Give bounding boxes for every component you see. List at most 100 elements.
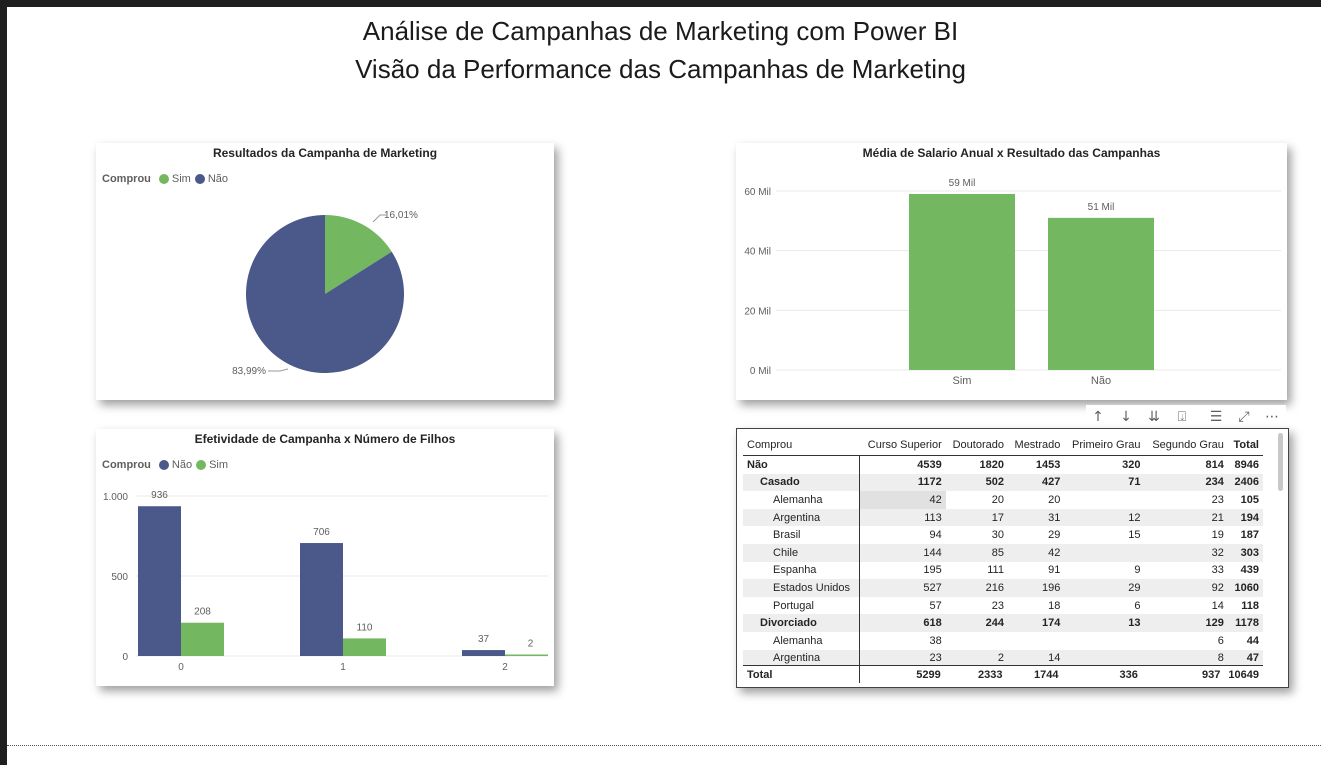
salary-bar-chart-visual[interactable]: Média de Salario Anual x Resultado das C… <box>736 143 1287 400</box>
table-cell <box>1008 632 1064 650</box>
go-to-next-level-icon[interactable]: ⇊ <box>1148 409 1160 425</box>
expand-hierarchy-icon[interactable]: ⍗ <box>1177 409 1187 425</box>
y-tick-label: 0 Mil <box>750 366 771 377</box>
bar-nao-0 <box>138 506 181 656</box>
legend-dot-nao <box>194 174 205 184</box>
table-cell: 38 <box>929 634 942 647</box>
data-label: 59 Mil <box>949 178 976 189</box>
table-cell <box>946 632 1008 650</box>
table-cell: 94 <box>929 529 942 542</box>
table-cell: 44 <box>1246 634 1259 647</box>
legend-item-sim[interactable]: Sim <box>158 173 191 185</box>
table-row[interactable]: Chile 144 85 42 32 303 <box>743 543 1263 562</box>
children-legend: Comprou Não Sim <box>102 459 232 471</box>
legend-dot-sim <box>196 460 207 470</box>
page-title: Análise de Campanhas de Marketing com Po… <box>362 16 959 46</box>
pie-chart-visual[interactable]: Resultados da Campanha de Marketing Comp… <box>96 143 554 400</box>
table-row[interactable]: Alemanha 38 6 44 <box>743 631 1263 650</box>
y-tick-label: 1.000 <box>103 492 128 503</box>
table-cell: 42 <box>1007 543 1065 562</box>
total-cell: 5299 <box>916 668 941 681</box>
legend-label-sim: Sim <box>171 173 191 185</box>
column-header[interactable]: Curso Superior <box>859 435 946 456</box>
legend-label-nao: Não <box>207 173 229 185</box>
table-cell <box>1064 649 1145 668</box>
table-cell: 42 <box>859 491 946 509</box>
table-row[interactable]: Espanha 195 111 91 9 33 439 <box>743 561 1263 580</box>
table-row[interactable]: Alemanha 42 20 20 23 105 <box>743 491 1263 509</box>
table-cell: 31 <box>1007 508 1065 527</box>
legend-item-nao[interactable]: Não <box>158 459 192 471</box>
table-cell: 1172 <box>859 473 946 492</box>
focus-mode-icon[interactable]: ⤢ <box>1238 409 1250 425</box>
table-cell: 427 <box>1007 473 1065 492</box>
more-options-icon[interactable]: ⋯ <box>1265 409 1279 425</box>
table-cell: 814 <box>1205 458 1224 471</box>
table-cell: 17 <box>945 508 1008 527</box>
table-cell: 9 <box>1134 564 1141 577</box>
table-cell: 1453 <box>1035 458 1061 471</box>
drill-up-icon[interactable]: ↑ <box>1092 409 1104 425</box>
column-header[interactable]: Doutorado <box>945 435 1008 456</box>
table-cell: 187 <box>1240 529 1259 542</box>
table-cell: 195 <box>923 564 942 577</box>
drill-down-icon[interactable]: ↓ <box>1120 409 1132 425</box>
legend-item-nao[interactable]: Não <box>194 173 229 185</box>
table-row[interactable]: Estados Unidos 527 216 196 29 92 1060 <box>743 579 1263 597</box>
table-cell: 92 <box>1144 579 1228 597</box>
total-cell: 10649 <box>1228 668 1259 681</box>
row-label: Brasil <box>743 526 861 544</box>
table-row[interactable]: Brasil 94 30 29 15 19 187 <box>743 526 1263 544</box>
column-header[interactable]: Segundo Grau <box>1144 435 1228 456</box>
row-label: Alemanha <box>743 491 861 509</box>
matrix-table: Comprou Curso Superior Doutorado Mestrado Pr… <box>743 435 1263 668</box>
salary-chart-title: Média de Salario Anual x Resultado das C… <box>862 146 1161 160</box>
y-tick-label: 500 <box>111 572 128 583</box>
legend-item-sim[interactable]: Sim <box>196 459 228 471</box>
x-tick-label: Não <box>1091 375 1111 387</box>
children-bar-chart-visual[interactable]: Efetividade de Campanha x Número de Filh… <box>96 429 554 686</box>
column-header[interactable]: Mestrado <box>1007 435 1065 456</box>
table-cell: 118 <box>1241 599 1259 612</box>
column-header[interactable]: Primeiro Grau <box>1064 435 1145 456</box>
pie-slice-sim <box>325 215 392 294</box>
table-cell: 47 <box>1227 649 1263 668</box>
total-cell: 2333 <box>977 668 1003 681</box>
pie-leader-line-nao <box>268 368 289 372</box>
table-cell: 1820 <box>979 458 1004 471</box>
window-top-bar <box>0 0 1321 7</box>
table-cell: 234 <box>1144 473 1228 492</box>
table-cell: 1178 <box>1227 614 1263 632</box>
matrix-visual[interactable]: Comprou Curso Superior Doutorado Mestrado Pr… <box>736 428 1289 688</box>
data-label: 51 Mil <box>1088 202 1115 213</box>
table-row[interactable]: Argentina 23 2 14 8 47 <box>743 649 1263 668</box>
table-row[interactable]: Portugal 57 23 18 6 14 118 <box>743 596 1263 615</box>
column-header[interactable]: Total <box>1227 435 1263 456</box>
table-cell: 32 <box>1144 543 1228 562</box>
table-cell: 2406 <box>1227 473 1263 492</box>
table-row[interactable]: Casado 1172 502 427 71 234 2406 <box>743 473 1263 492</box>
table-cell: 15 <box>1128 529 1141 542</box>
table-cell: 196 <box>1007 579 1065 597</box>
table-row[interactable]: Divorciado 618 244 174 13 129 1178 <box>743 614 1263 632</box>
filter-icon[interactable]: ☰ <box>1209 409 1223 425</box>
table-row[interactable]: Argentina 113 17 31 12 21 194 <box>743 508 1263 527</box>
table-cell: 1060 <box>1227 579 1263 597</box>
table-cell: 303 <box>1227 543 1263 562</box>
table-cell: 527 <box>859 579 946 597</box>
table-row[interactable]: Não 4539 1820 1453 320 814 8946 <box>743 455 1263 474</box>
bar-sim-2 <box>505 654 548 656</box>
table-cell: 6 <box>1134 599 1141 612</box>
vertical-scrollbar[interactable] <box>1278 433 1283 491</box>
table-cell: 20 <box>991 493 1004 506</box>
total-cell: 1744 <box>1034 668 1059 681</box>
table-cell: 12 <box>1064 508 1145 527</box>
row-label: Casado <box>743 473 861 492</box>
table-cell <box>1064 632 1144 650</box>
column-header[interactable]: Comprou <box>743 435 860 456</box>
pie-label-sim: 16,01% <box>384 210 418 221</box>
row-label: Espanha <box>743 561 861 580</box>
y-tick-label: 40 Mil <box>744 247 771 258</box>
legend-title: Comprou <box>102 459 151 471</box>
table-cell: 4539 <box>917 458 942 471</box>
